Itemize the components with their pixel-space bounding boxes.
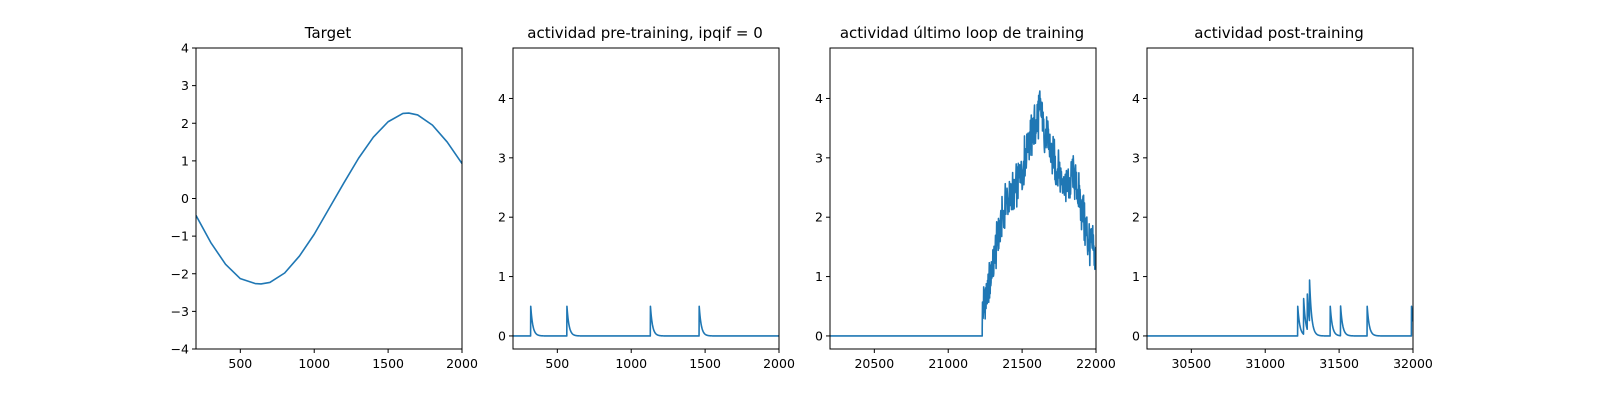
- y-tick-label: −3: [171, 304, 189, 319]
- data-series-line: [513, 305, 779, 337]
- subplot-post-training: actividad post-training 30500 31000 31500 3…: [1132, 24, 1433, 371]
- x-tick-label: 30500: [1171, 356, 1211, 371]
- x-tick-label: 31500: [1319, 356, 1359, 371]
- x-tick-label: 500: [228, 356, 252, 371]
- x-tick-label: 500: [545, 356, 569, 371]
- y-tick-label: 0: [498, 328, 506, 343]
- subplot-title: actividad último loop de training: [840, 24, 1084, 42]
- y-tick-label: 2: [1132, 210, 1140, 225]
- x-tick-label: 22000: [1076, 356, 1116, 371]
- y-tick-label: −2: [171, 266, 189, 281]
- y-tick-label: 4: [1132, 91, 1140, 106]
- data-series-line: [1147, 279, 1413, 337]
- y-tick-label: 3: [181, 78, 189, 93]
- y-tick-label: 2: [181, 116, 189, 131]
- y-tick-label: 2: [498, 210, 506, 225]
- y-tick-label: 0: [1132, 328, 1140, 343]
- y-tick-label: −1: [171, 229, 189, 244]
- x-tick-label: 31000: [1245, 356, 1285, 371]
- x-tick-label: 20500: [854, 356, 894, 371]
- subplot-title: actividad pre-training, ipqif = 0: [527, 24, 763, 42]
- x-tick-label: 2000: [763, 356, 795, 371]
- y-tick-label: 4: [498, 91, 506, 106]
- x-tick-label: 32000: [1393, 356, 1433, 371]
- data-series-line: [196, 112, 462, 285]
- subplot-ultimo-loop: actividad último loop de training 20500 2…: [815, 24, 1116, 371]
- y-tick-label: −4: [171, 342, 189, 357]
- y-tick-label: 4: [181, 41, 189, 56]
- x-tick-label: 21500: [1002, 356, 1042, 371]
- subplot-target: Target 500 1000 1500 2000 −4 −3 −2 −1 0 1 2 3 4: [171, 24, 478, 371]
- y-tick-label: 2: [815, 210, 823, 225]
- x-tick-label: 1000: [298, 356, 330, 371]
- y-tick-label: 3: [1132, 150, 1140, 165]
- y-tick-label: 4: [815, 91, 823, 106]
- axes-frame: [512, 47, 780, 350]
- y-tick-label: 0: [181, 191, 189, 206]
- subplot-title: actividad post-training: [1194, 24, 1363, 42]
- y-tick-label: 3: [498, 150, 506, 165]
- y-tick-label: 1: [815, 269, 823, 284]
- axes-frame: [195, 47, 463, 350]
- data-series-line: [830, 90, 1096, 337]
- subplot-pre-training: actividad pre-training, ipqif = 0 500 100…: [498, 24, 795, 371]
- y-tick-label: 1: [1132, 269, 1140, 284]
- x-tick-label: 21000: [928, 356, 968, 371]
- y-tick-label: 3: [815, 150, 823, 165]
- axes-frame: [829, 47, 1097, 350]
- y-tick-label: 0: [815, 328, 823, 343]
- subplot-title: Target: [304, 24, 352, 42]
- y-tick-label: 1: [181, 153, 189, 168]
- x-tick-label: 1500: [372, 356, 404, 371]
- y-tick-label: 1: [498, 269, 506, 284]
- x-tick-label: 1500: [689, 356, 721, 371]
- x-tick-label: 2000: [446, 356, 478, 371]
- x-tick-label: 1000: [615, 356, 647, 371]
- axes-frame: [1146, 47, 1414, 350]
